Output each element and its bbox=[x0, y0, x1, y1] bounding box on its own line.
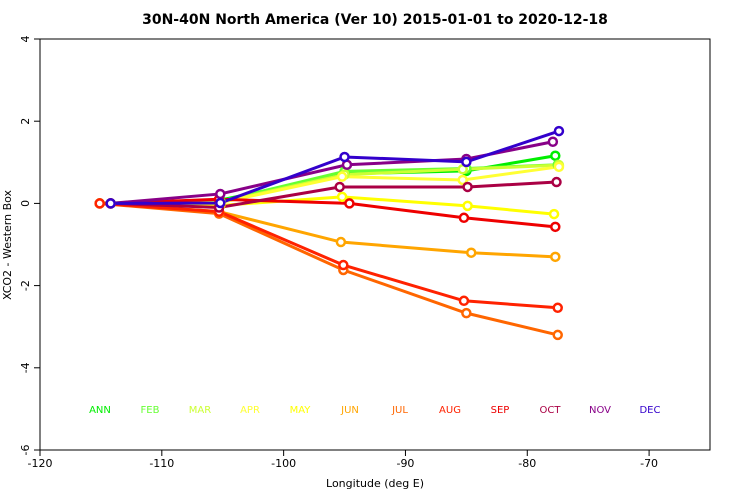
series-line bbox=[99, 201, 556, 259]
data-point bbox=[338, 259, 349, 271]
data-point bbox=[461, 307, 472, 319]
data-point bbox=[550, 150, 561, 161]
data-point bbox=[552, 329, 563, 341]
data-point bbox=[547, 136, 559, 147]
legend-label: NOV bbox=[589, 405, 611, 416]
data-point bbox=[462, 181, 473, 193]
plot-frame bbox=[39, 38, 711, 451]
legend-label: MAY bbox=[290, 405, 312, 416]
legend-label: DEC bbox=[639, 405, 660, 416]
series-line bbox=[110, 140, 554, 205]
legend-label: JUL bbox=[391, 405, 408, 416]
series-line bbox=[99, 201, 559, 337]
x-tick-label: -80 bbox=[518, 457, 536, 470]
x-axis-label: Longitude (deg E) bbox=[326, 477, 424, 490]
data-point bbox=[465, 247, 477, 258]
data-point bbox=[339, 151, 350, 163]
y-tick-label: 4 bbox=[19, 36, 32, 43]
data-point bbox=[462, 200, 473, 212]
legend-label: OCT bbox=[540, 405, 562, 416]
legend-label: ANN bbox=[89, 405, 111, 416]
data-point bbox=[457, 174, 468, 186]
x-tick-label: -120 bbox=[28, 457, 53, 470]
data-point bbox=[94, 198, 105, 209]
x-tick-label: -70 bbox=[640, 457, 658, 470]
y-tick-label: 0 bbox=[19, 200, 32, 207]
data-point bbox=[552, 302, 563, 314]
legend-label: MAR bbox=[189, 405, 211, 416]
data-point bbox=[458, 295, 470, 307]
y-axis-label: XCO2 - Western Box bbox=[1, 189, 14, 300]
data-point bbox=[336, 171, 348, 182]
data-point bbox=[551, 176, 562, 188]
x-tick-label: -90 bbox=[396, 457, 414, 470]
data-point bbox=[458, 212, 470, 224]
legend-label: FEB bbox=[141, 405, 160, 416]
data-point bbox=[553, 161, 565, 173]
data-point bbox=[548, 208, 560, 220]
legend-label: APR bbox=[240, 405, 260, 416]
data-point bbox=[553, 125, 565, 137]
data-point bbox=[550, 251, 561, 263]
data-point bbox=[344, 198, 355, 209]
legend-label: SEP bbox=[491, 405, 510, 416]
data-point bbox=[215, 197, 226, 209]
legend-label: JUN bbox=[340, 405, 359, 416]
data-point bbox=[461, 156, 472, 168]
y-tick-label: 2 bbox=[19, 118, 32, 125]
data-point bbox=[336, 191, 348, 203]
y-tick-label: -4 bbox=[19, 362, 32, 373]
data-point bbox=[550, 221, 561, 233]
chart-title: 30N-40N North America (Ver 10) 2015-01-0… bbox=[142, 12, 608, 28]
x-tick-label: -100 bbox=[271, 457, 296, 470]
data-point bbox=[335, 236, 347, 248]
legend-label: AUG bbox=[439, 405, 461, 416]
data-point bbox=[105, 198, 116, 209]
x-tick-label: -110 bbox=[149, 457, 174, 470]
y-tick-label: -2 bbox=[19, 280, 32, 291]
data-point bbox=[334, 181, 345, 193]
y-tick-label: -6 bbox=[19, 445, 32, 456]
data-point bbox=[215, 188, 226, 200]
